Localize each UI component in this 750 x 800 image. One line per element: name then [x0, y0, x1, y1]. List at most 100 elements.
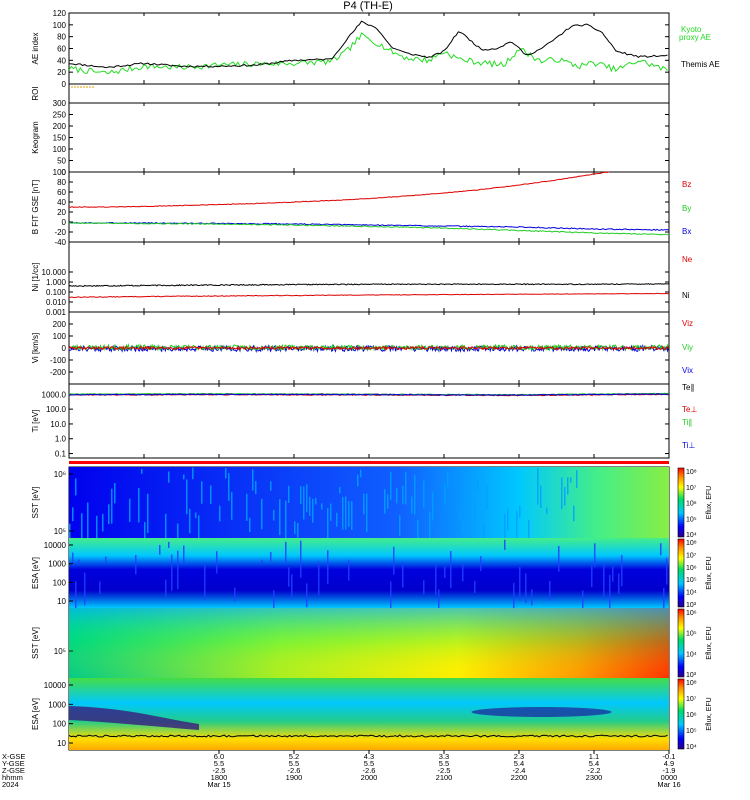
density-panel-ytick-label: 10.000: [42, 268, 67, 277]
sst-e-panel-stripe: [189, 508, 191, 534]
sst-e-panel-stripe: [246, 493, 248, 521]
sst-e-panel-stripe: [462, 522, 464, 534]
esa-e-panel-stripe: [663, 588, 665, 609]
esa-e-panel-ytick-label: 10000: [44, 541, 67, 550]
esa-e-panel-stripe: [438, 589, 440, 610]
esa-e-panel-colorbar-label: Eflux, EFU: [706, 556, 713, 589]
x-axis-value: -2.4: [513, 766, 526, 775]
x-axis-value: -2.2: [588, 766, 601, 775]
esa-e-panel-stripe: [318, 561, 320, 596]
sst-i-panel-colorbar-tick: 10⁵: [686, 631, 697, 638]
sst-e-panel-stripe: [336, 512, 338, 527]
temperature-panel-ytick-label: 1.0: [55, 435, 67, 444]
sst-e-panel-stripe: [486, 485, 488, 510]
sst-e-panel-stripe: [192, 467, 194, 480]
sst-e-panel-stripe: [564, 486, 566, 506]
x-axis-value: 2300: [586, 773, 603, 782]
esa-e-panel-stripe: [594, 543, 596, 568]
x-axis-value: 5.5: [364, 759, 374, 768]
esa-e-panel-stripe: [105, 556, 107, 563]
ae-panel-ytick-label: 0: [62, 80, 67, 89]
esa-i-panel-colorbar-tick: 10⁸: [686, 680, 697, 687]
sst-e-panel-stripe: [303, 486, 305, 520]
velocity-panel-ytick-label: -100: [50, 356, 67, 365]
density-panel-frame: [68, 241, 670, 313]
sst-e-panel-stripe: [309, 496, 311, 516]
sst-i-panel-ylabel: SST [eV]: [31, 627, 40, 659]
sst-e-panel-stripe: [168, 471, 170, 483]
legend-temp-1: Te⊥: [682, 405, 697, 414]
esa-i-panel-ylabel: ESA [eV]: [31, 698, 40, 730]
esa-e-panel-stripe: [621, 554, 623, 587]
density-panel-ytick-label: 0.010: [46, 298, 67, 307]
sst-e-panel-stripe: [561, 477, 563, 510]
keogram-panel-frame: [68, 102, 670, 173]
legend-ni: Ni: [682, 291, 690, 300]
sst-e-panel-stripe: [399, 515, 401, 537]
bfield-panel-ylabel: B FIT GSE [nT]: [31, 180, 40, 235]
esa-e-panel-stripe: [504, 539, 506, 550]
esa-e-panel-ytick-label: 10: [57, 597, 66, 606]
esa-e-panel-stripe: [168, 541, 170, 548]
sst-i-panel-colorbar-tick: 10⁶: [686, 610, 697, 617]
sst-e-panel-stripe: [342, 497, 344, 530]
bfield-panel-ytick-label: -40: [54, 238, 66, 247]
sst-e-panel-stripe: [108, 504, 110, 525]
sst-e-panel-stripe: [330, 503, 332, 521]
sst-e-panel-stripe: [147, 493, 149, 533]
density-panel-ylabel: Ni [1/cc]: [31, 263, 40, 292]
sst-e-panel-stripe: [411, 496, 413, 514]
esa-e-panel-stripe: [348, 559, 350, 581]
esa-e-panel-stripe: [288, 567, 290, 587]
sst-e-panel-stripe: [252, 469, 254, 491]
ae-panel-frame: [68, 12, 670, 85]
esa-e-panel-stripe: [549, 580, 551, 601]
x-axis-value: 2000: [361, 773, 378, 782]
esa-e-panel-stripe: [513, 582, 515, 621]
esa-e-panel-colorbar: [677, 538, 685, 608]
esa-e-panel-stripe: [558, 545, 560, 572]
bfield-panel-ytick-label: 80: [57, 178, 66, 187]
velocity-viz-line: [68, 345, 669, 351]
density-panel-ytick-label: 1.000: [46, 278, 67, 287]
esa-e-panel-stripe: [435, 564, 437, 596]
sst-e-panel-stripe: [249, 517, 251, 533]
sst-e-panel-colorbar-tick: 10⁵: [686, 516, 697, 523]
sst-e-panel-stripe: [261, 498, 263, 530]
sst-e-panel-stripe: [129, 498, 131, 522]
esa-e-panel-ylabel: ESA [eV]: [31, 557, 40, 589]
sst-e-panel-stripe: [165, 513, 167, 546]
sst-e-panel-colorbar-label: Eflux, EFU: [706, 486, 713, 519]
sst-e-panel-stripe: [81, 513, 83, 541]
ae-panel-ytick-label: 40: [57, 56, 66, 65]
sst-e-panel-stripe: [471, 496, 473, 504]
sst-e-panel-stripe: [459, 510, 461, 520]
velocity-panel-ytick-label: 200: [53, 320, 67, 329]
keogram-panel-ytick-label: 50: [57, 157, 66, 166]
esa-e-panel-stripe: [393, 546, 395, 575]
esa-e-panel-stripe: [402, 561, 404, 588]
sst-e-panel-stripe: [141, 469, 143, 474]
sst-e-panel-stripe: [468, 475, 470, 503]
legend-ne: Ne: [682, 255, 693, 264]
legend-temp-2: Ti∥: [682, 418, 692, 427]
sst-e-panel-stripe: [474, 504, 476, 520]
esa-e-panel-stripe: [171, 554, 173, 591]
sst-e-panel-stripe: [294, 521, 296, 534]
esa-e-panel-stripe: [525, 573, 527, 603]
sst-e-panel-stripe: [387, 494, 389, 509]
sst-e-panel-stripe: [576, 470, 578, 488]
legend-bz: Bz: [682, 180, 691, 189]
sst-e-panel-ylabel: SST [eV]: [31, 487, 40, 519]
sst-i-overlay: [69, 608, 669, 678]
sst-e-panel-stripe: [297, 522, 299, 538]
bfield-panel-ytick-label: 60: [57, 188, 66, 197]
sst-i-panel-ytick-label: 10⁵: [54, 647, 66, 656]
sst-e-panel-stripe: [321, 503, 323, 510]
x-axis-value: Mar 15: [207, 780, 230, 789]
x-axis-value: 5.4: [514, 759, 524, 768]
x-axis-value: 1800: [211, 773, 228, 782]
ae-themis-line: [68, 20, 668, 69]
density-ne-line: [68, 292, 670, 299]
esa-e-panel-stripe: [285, 541, 287, 563]
